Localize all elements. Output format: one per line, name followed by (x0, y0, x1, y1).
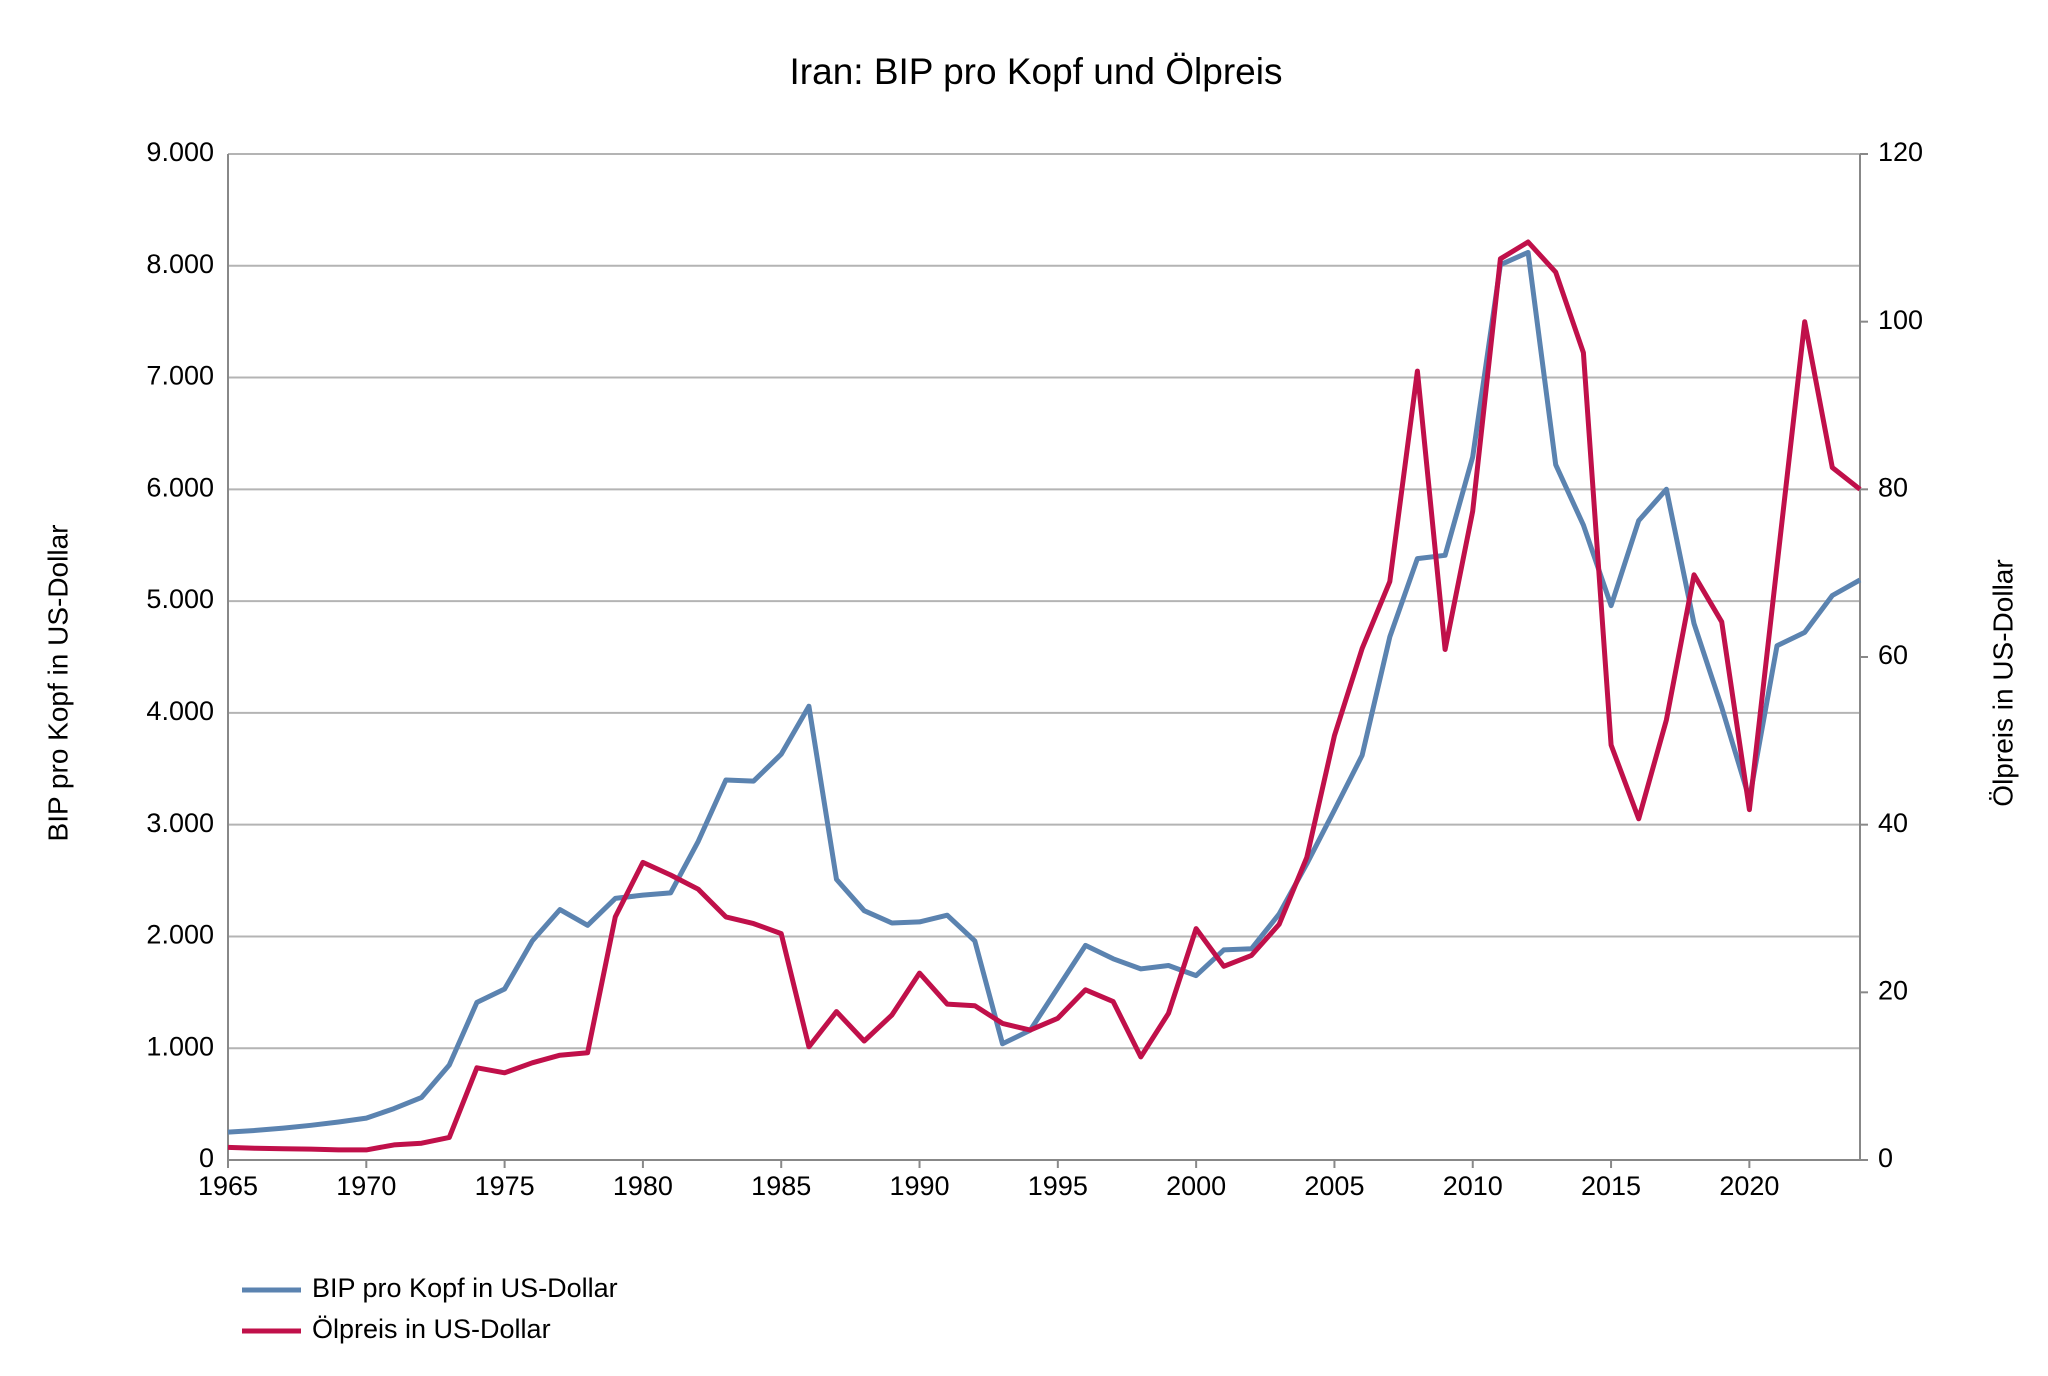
y2-tick-label: 120 (1878, 137, 1923, 167)
y-tick-label: 6.000 (146, 472, 214, 502)
legend-label: BIP pro Kopf in US-Dollar (312, 1273, 618, 1303)
x-tick-label: 1965 (198, 1171, 258, 1201)
y-tick-label: 0 (199, 1143, 214, 1173)
y2-axis-label: Ölpreis in US-Dollar (1987, 559, 2018, 806)
y2-tick-label: 20 (1878, 975, 1908, 1005)
chart-title: Iran: BIP pro Kopf und Ölpreis (790, 51, 1283, 92)
x-tick-label: 2000 (1166, 1171, 1226, 1201)
y-tick-label: 1.000 (146, 1031, 214, 1061)
x-tick-label: 2005 (1304, 1171, 1364, 1201)
y2-tick-label: 80 (1878, 472, 1908, 502)
x-tick-label: 2020 (1719, 1171, 1779, 1201)
x-tick-label: 2010 (1443, 1171, 1503, 1201)
x-tick-label: 1985 (751, 1171, 811, 1201)
y-tick-label: 5.000 (146, 584, 214, 614)
series-line (227, 249, 1862, 1135)
x-tick-label: 1970 (336, 1171, 396, 1201)
y-tick-label: 4.000 (146, 696, 214, 726)
y-tick-label: 3.000 (146, 808, 214, 838)
x-tick-label: 1980 (613, 1171, 673, 1201)
series-line (227, 239, 1862, 1153)
y2-tick-label: 100 (1878, 305, 1923, 335)
y2-tick-label: 40 (1878, 808, 1908, 838)
y-axis-label: BIP pro Kopf in US-Dollar (42, 525, 73, 842)
y-tick-label: 7.000 (146, 361, 214, 391)
legend-label: Ölpreis in US-Dollar (312, 1314, 551, 1344)
x-tick-label: 1975 (475, 1171, 535, 1201)
y-tick-label: 9.000 (146, 137, 214, 167)
x-tick-label: 1990 (889, 1171, 949, 1201)
x-tick-label: 1995 (1028, 1171, 1088, 1201)
y2-tick-label: 60 (1878, 640, 1908, 670)
y2-tick-label: 0 (1878, 1143, 1893, 1173)
y-tick-label: 2.000 (146, 920, 214, 950)
x-tick-label: 2015 (1581, 1171, 1641, 1201)
y-tick-label: 8.000 (146, 249, 214, 279)
